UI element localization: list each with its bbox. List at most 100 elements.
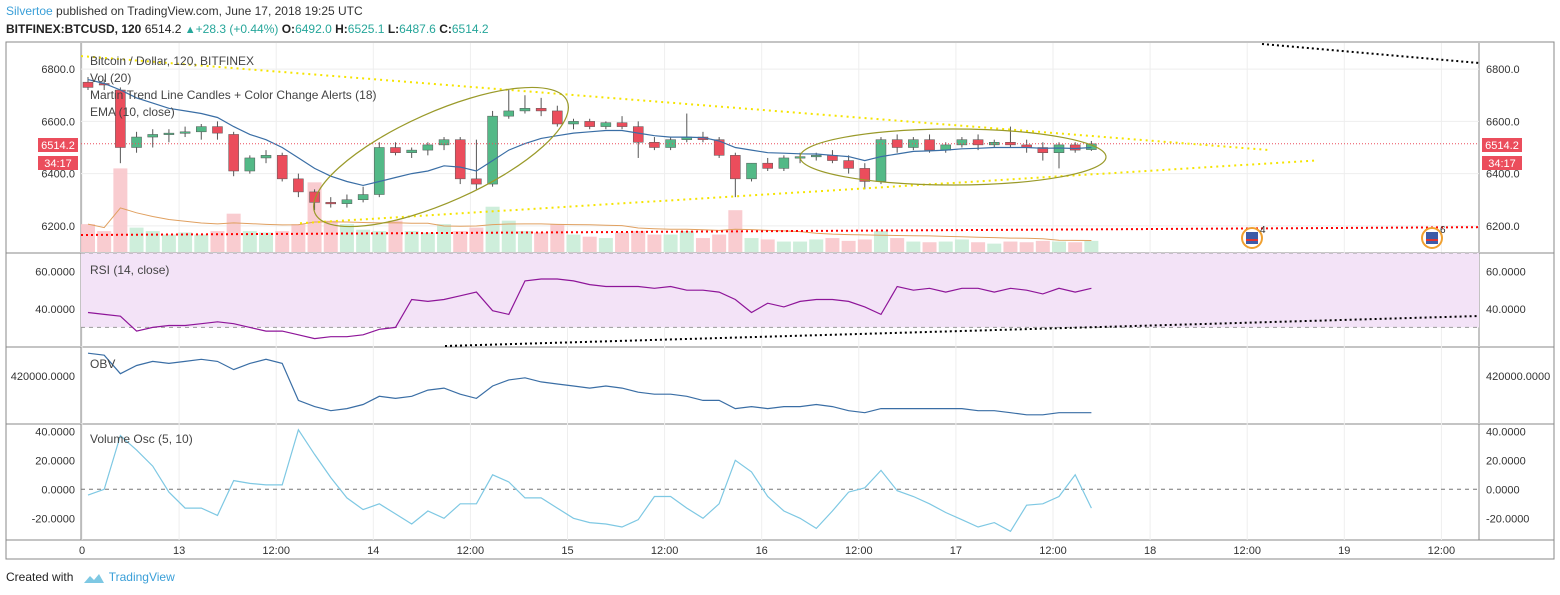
rsi-tick-left: 60.0000 xyxy=(35,267,75,279)
volume-bar xyxy=(259,232,274,252)
up-arrow-icon: ▲ xyxy=(184,24,196,36)
volume-bar xyxy=(695,238,710,252)
x-tick-label: 15 xyxy=(561,545,573,557)
candle-body xyxy=(212,126,223,134)
volume-bar xyxy=(971,242,986,252)
x-tick-label: 12:00 xyxy=(457,545,485,557)
volume-bar xyxy=(437,224,452,252)
vosc-legend: Volume Osc (5, 10) xyxy=(90,432,193,446)
x-tick-label: 19 xyxy=(1338,545,1350,557)
volume-bar xyxy=(793,241,808,252)
price-tag-left-price: 6514.2 xyxy=(41,140,75,152)
x-tick-label: 12:00 xyxy=(845,545,873,557)
price-tick-left: 6600.0 xyxy=(41,116,75,128)
x-tick-label: 18 xyxy=(1144,545,1156,557)
volume-bar xyxy=(97,231,112,252)
volume-bar xyxy=(744,238,759,252)
volume-bar xyxy=(679,231,694,252)
price-tick-left: 6800.0 xyxy=(41,64,75,76)
obv-tick-right: 420000.0000 xyxy=(1486,371,1550,383)
vosc-tick-left: -20.0000 xyxy=(32,513,75,525)
volume-bar xyxy=(582,236,597,252)
x-tick-label: 17 xyxy=(950,545,962,557)
volume-bar xyxy=(453,231,468,252)
candle-body xyxy=(260,155,272,159)
volume-bar xyxy=(615,232,630,252)
candle-body xyxy=(406,149,417,153)
support-line xyxy=(80,226,1480,237)
candle-body xyxy=(147,134,158,138)
x-tick-label: 0 xyxy=(79,545,85,557)
vosc-tick-left: 40.0000 xyxy=(35,426,75,438)
volume-bar xyxy=(1084,240,1099,252)
low-value: 6487.6 xyxy=(399,22,436,36)
rsi-tick-right: 60.0000 xyxy=(1486,267,1526,279)
candle-body xyxy=(471,178,482,185)
candle-body xyxy=(649,142,660,148)
x-tick-label: 16 xyxy=(756,545,768,557)
highlight-ellipse-1 xyxy=(313,86,569,228)
volume-bar xyxy=(161,234,176,252)
chart-canvas[interactable]: 6200.0 6200.0 6400.0 6400.0 6600.0 6600.0 6800… xyxy=(0,0,1560,570)
resistance-line xyxy=(1261,43,1480,64)
candle-body xyxy=(487,115,498,185)
candle-body xyxy=(632,126,644,143)
candle-body xyxy=(293,178,304,193)
volume-bar xyxy=(291,224,306,252)
volume-bar xyxy=(194,234,209,252)
candle-body xyxy=(325,202,336,205)
volume-bar xyxy=(81,224,95,252)
ema-line xyxy=(87,79,1092,187)
symbol-label: BITFINEX:BTCUSD, 120 xyxy=(6,22,142,36)
volume-bar xyxy=(145,231,160,252)
candle-body xyxy=(1037,147,1049,153)
volume-bar xyxy=(647,234,662,252)
volume-bar xyxy=(809,239,824,252)
volume-bar xyxy=(242,231,257,252)
high-label: H: xyxy=(335,22,348,36)
tradingview-logo-icon xyxy=(83,573,105,583)
volume-bar xyxy=(226,213,241,252)
x-tick-label: 12:00 xyxy=(1428,545,1456,557)
volume-bar xyxy=(922,242,937,252)
volume-bar xyxy=(550,224,565,252)
candle-body xyxy=(503,110,515,117)
candle-body xyxy=(422,144,434,151)
author-link[interactable]: Silvertoe xyxy=(6,4,53,18)
vosc-tick-left: 20.0000 xyxy=(35,455,75,467)
vosc-tick-left: 0.0000 xyxy=(41,484,75,496)
volume-bar xyxy=(420,232,435,252)
chart-header: Silvertoe published on TradingView.com, … xyxy=(0,0,1560,40)
tradingview-brand-link[interactable]: TradingView xyxy=(108,570,175,584)
candle-body xyxy=(179,131,191,134)
volume-bar xyxy=(728,210,743,252)
candle-body xyxy=(438,139,450,146)
volume-bar xyxy=(663,234,678,252)
open-value: 6492.0 xyxy=(295,22,332,36)
published-text: published on TradingView.com, June 17, 2… xyxy=(52,4,363,18)
low-label: L: xyxy=(387,22,400,36)
vosc-tick-right: 0.0000 xyxy=(1486,484,1520,496)
volume-bar xyxy=(485,206,500,252)
candle-body xyxy=(390,147,401,153)
price-tick-left: 6200.0 xyxy=(41,221,75,233)
x-tick-label: 12:00 xyxy=(651,545,679,557)
candle-body xyxy=(746,162,757,180)
candle-body xyxy=(519,108,531,112)
volume-bar xyxy=(760,239,775,252)
candle-body xyxy=(713,139,725,156)
martin-legend: Martin Trend Line Candles + Color Change… xyxy=(90,88,376,102)
candle-body xyxy=(341,199,353,204)
volume-bar xyxy=(631,231,646,252)
rsi-line xyxy=(87,278,1092,340)
last-price: 6514.2 xyxy=(144,22,182,36)
candle-body xyxy=(972,139,984,146)
volume-bar xyxy=(323,220,338,252)
candle-body xyxy=(196,126,207,133)
candle-body xyxy=(1053,144,1065,153)
price-tag-right-countdown: 34:17 xyxy=(1488,158,1516,170)
volume-bar xyxy=(129,227,144,252)
vosc-tick-right: 40.0000 xyxy=(1486,426,1526,438)
candle-body xyxy=(843,160,854,169)
price-tick-right: 6600.0 xyxy=(1486,116,1520,128)
